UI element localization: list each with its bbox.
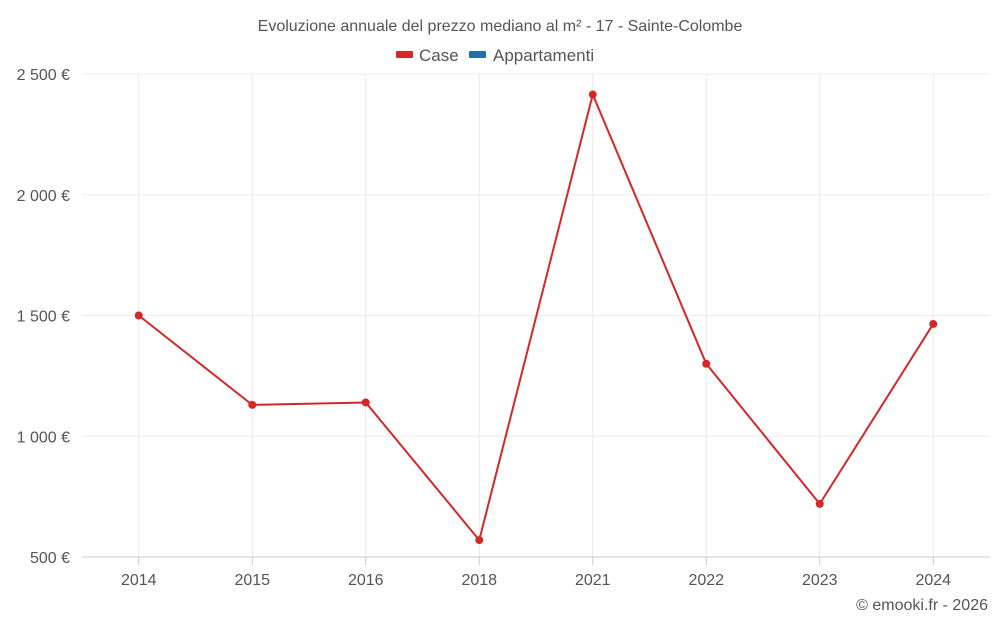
legend: Case Appartamenti — [396, 46, 594, 65]
data-point-case-2024[interactable] — [929, 319, 938, 328]
x-tick-label: 2022 — [688, 572, 724, 589]
x-tick-label: 2023 — [802, 572, 838, 589]
x-tick-label: 2018 — [461, 572, 497, 589]
series-case — [134, 90, 938, 545]
data-point-case-2022[interactable] — [702, 359, 711, 368]
legend-label-case: Case — [419, 46, 459, 65]
y-tick-label: 2 500 € — [17, 67, 70, 84]
x-tick-label: 2016 — [348, 572, 384, 589]
series-line-case — [138, 93, 935, 542]
y-tick-label: 1 500 € — [17, 309, 70, 326]
legend-item-case[interactable]: Case — [396, 46, 459, 65]
legend-item-appartamenti[interactable]: Appartamenti — [469, 46, 594, 65]
chart-title: Evoluzione annuale del prezzo mediano al… — [258, 18, 743, 35]
x-tick-label: 2015 — [234, 572, 270, 589]
legend-label-appartamenti: Appartamenti — [493, 46, 594, 65]
x-tick-label: 2014 — [121, 572, 157, 589]
credit-text: © emooki.fr - 2026 — [856, 597, 988, 614]
data-point-case-2014[interactable] — [134, 311, 143, 320]
axes: 500 € 1 000 € 1 500 € 2 000 € 2 500 € 2014 201… — [17, 67, 990, 589]
data-point-case-2015[interactable] — [248, 400, 257, 409]
legend-swatch-case — [396, 51, 413, 58]
y-tick-label: 2 000 € — [17, 188, 70, 205]
data-point-case-2021[interactable] — [588, 90, 597, 99]
data-point-case-2023[interactable] — [815, 499, 824, 508]
legend-swatch-appartamenti — [469, 51, 486, 58]
y-tick-label: 500 € — [30, 550, 70, 567]
x-tick-label: 2024 — [915, 572, 951, 589]
data-point-case-2016[interactable] — [361, 398, 370, 407]
data-point-case-2018[interactable] — [475, 536, 484, 545]
x-tick-label: 2021 — [575, 572, 611, 589]
y-tick-label: 1 000 € — [17, 429, 70, 446]
